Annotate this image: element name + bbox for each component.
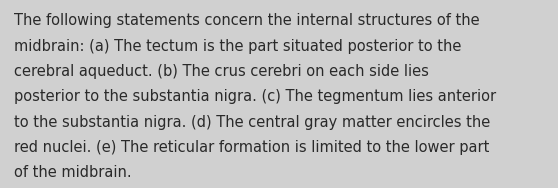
Text: midbrain: (a) The tectum is the part situated posterior to the: midbrain: (a) The tectum is the part sit… bbox=[14, 39, 461, 54]
Text: The following statements concern the internal structures of the: The following statements concern the int… bbox=[14, 13, 479, 28]
Text: red nuclei. (e) The reticular formation is limited to the lower part: red nuclei. (e) The reticular formation … bbox=[14, 140, 489, 155]
Text: to the substantia nigra. (d) The central gray matter encircles the: to the substantia nigra. (d) The central… bbox=[14, 115, 490, 130]
Text: of the midbrain.: of the midbrain. bbox=[14, 165, 132, 180]
Text: posterior to the substantia nigra. (c) The tegmentum lies anterior: posterior to the substantia nigra. (c) T… bbox=[14, 89, 496, 104]
Text: cerebral aqueduct. (b) The crus cerebri on each side lies: cerebral aqueduct. (b) The crus cerebri … bbox=[14, 64, 429, 79]
